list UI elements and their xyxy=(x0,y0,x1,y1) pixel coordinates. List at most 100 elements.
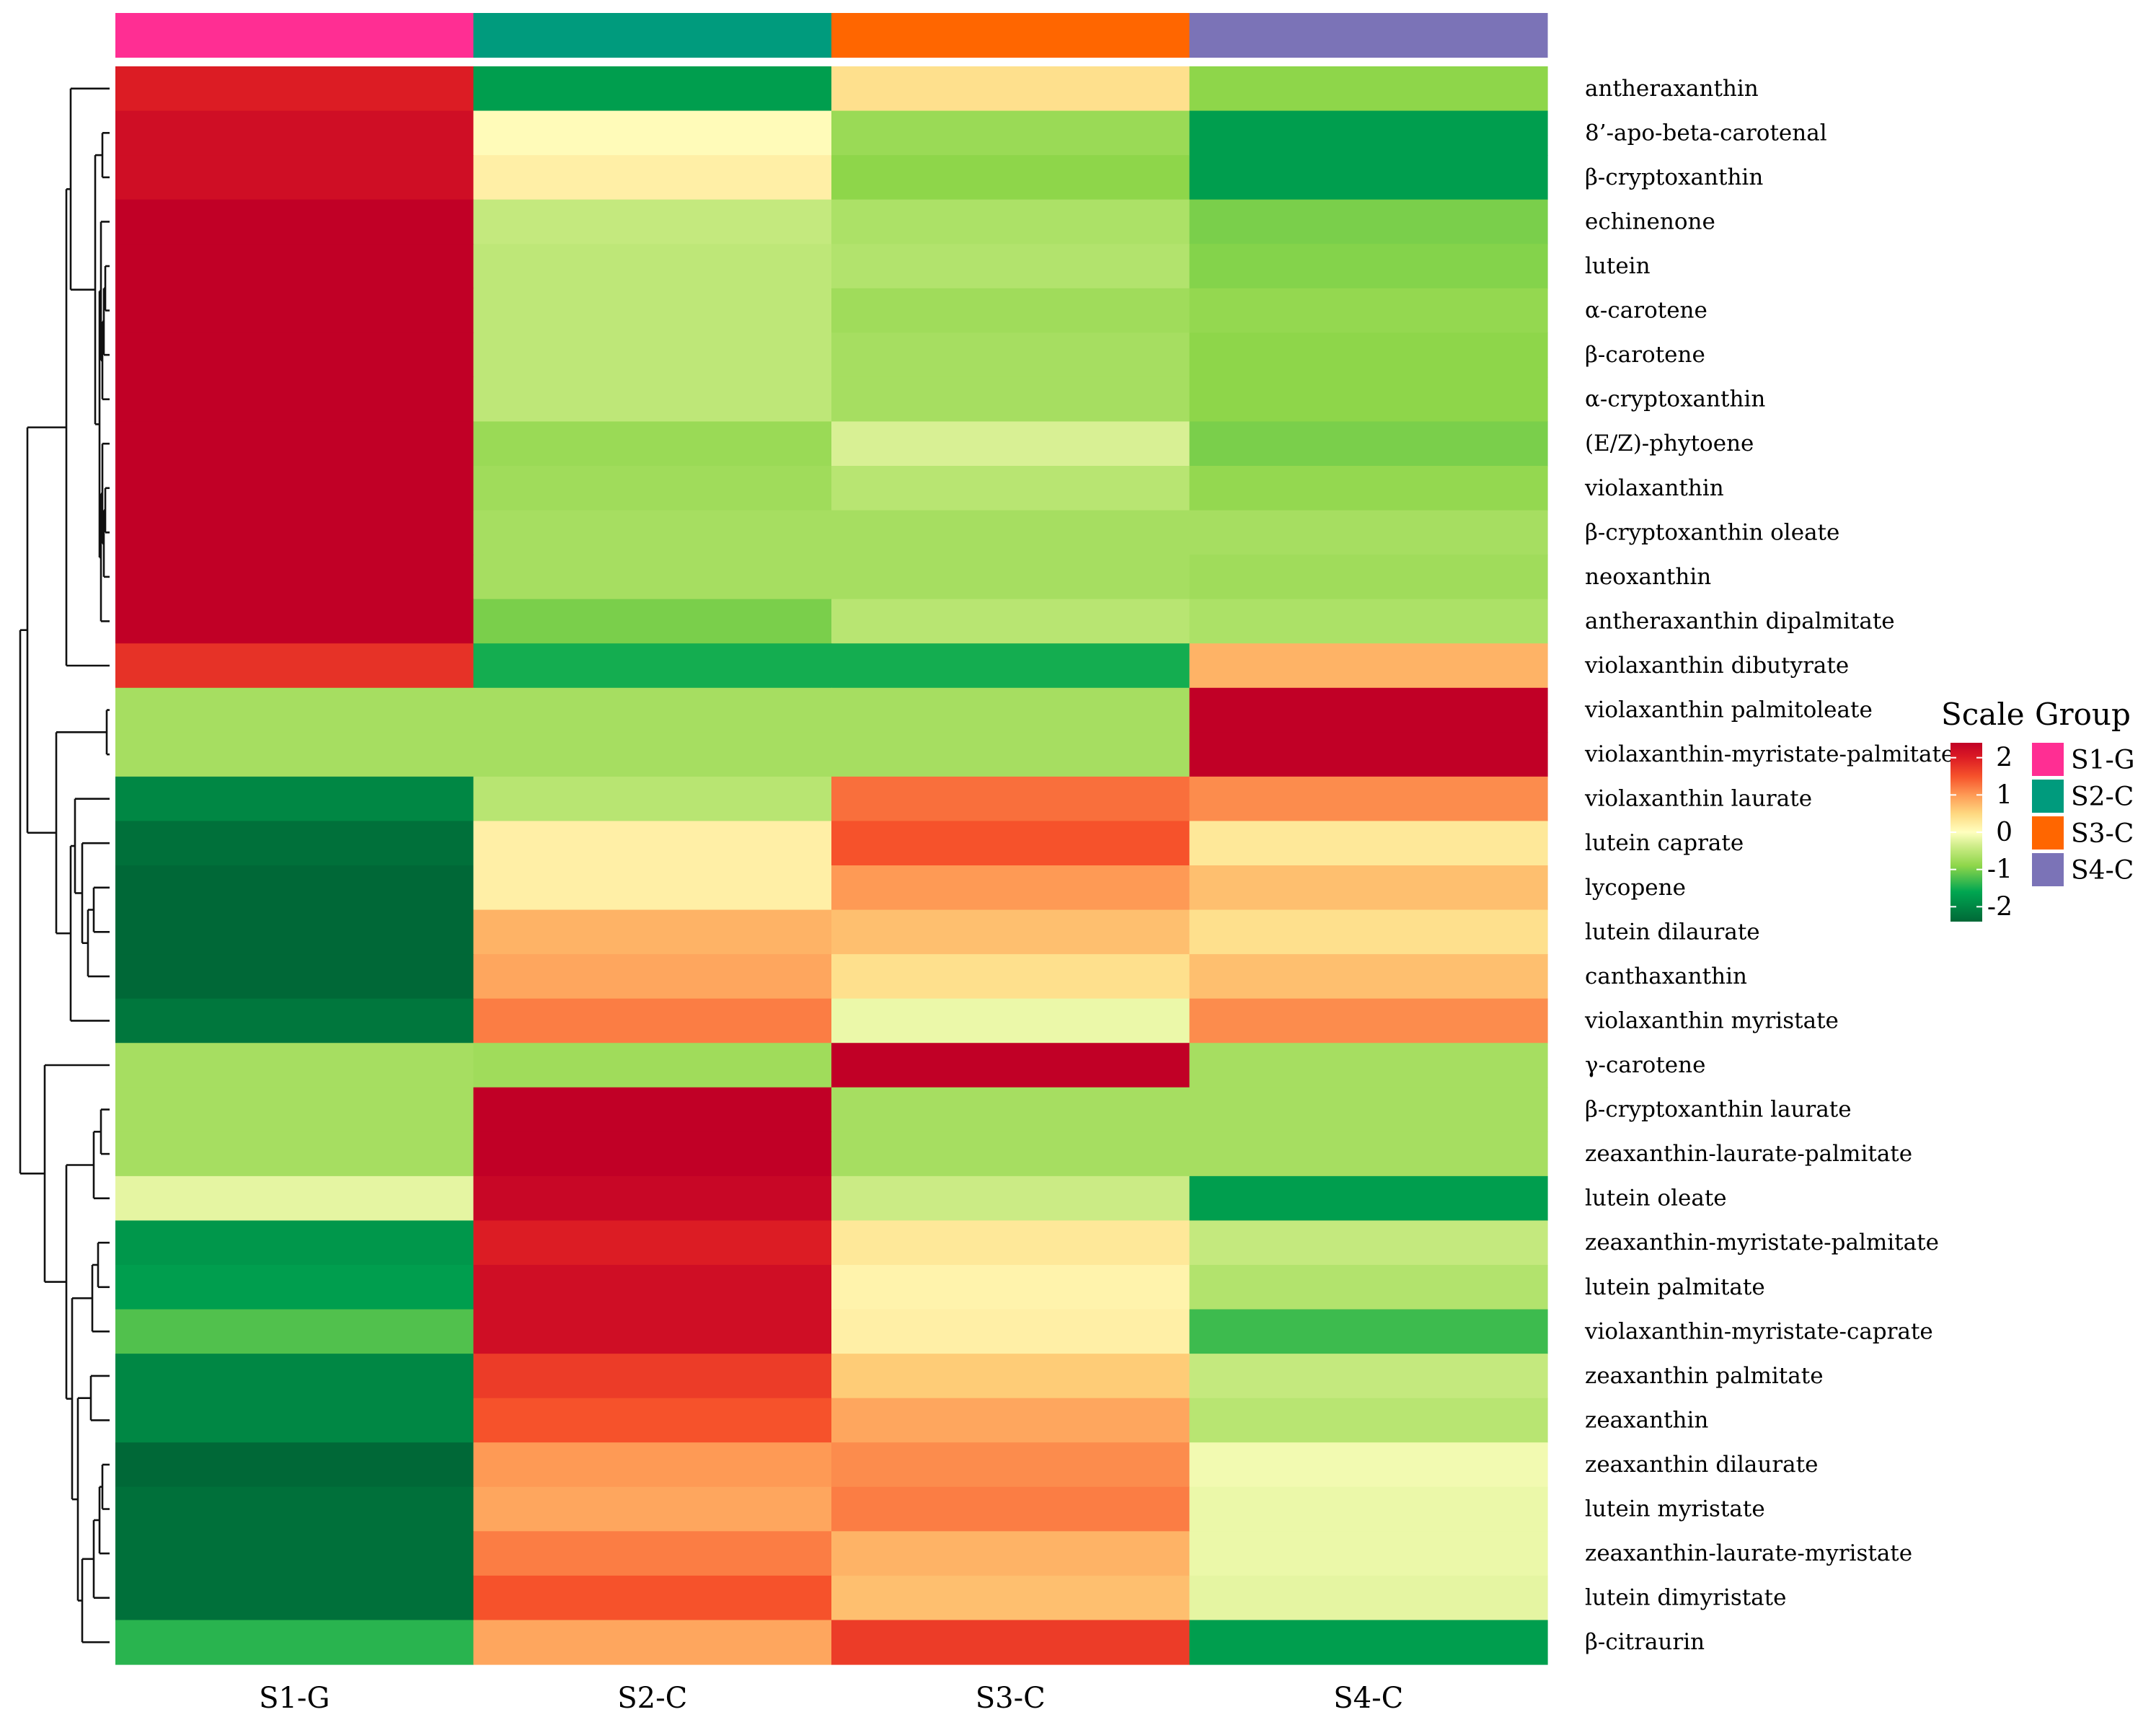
heatmap-cell xyxy=(473,376,832,423)
heatmap-cell xyxy=(115,155,474,200)
heatmap-cell xyxy=(115,776,474,822)
heatmap-cell xyxy=(831,555,1190,600)
row-label: lutein palmitate xyxy=(1585,1274,1765,1300)
heatmap-cell xyxy=(1189,288,1548,333)
row-label: antheraxanthin dipalmitate xyxy=(1585,608,1895,634)
row-label: lutein caprate xyxy=(1585,830,1744,856)
heatmap-cell xyxy=(1189,555,1548,600)
group-legend-swatch xyxy=(2032,743,2064,776)
heatmap-cell xyxy=(115,1220,474,1266)
row-label: violaxanthin xyxy=(1584,475,1724,501)
heatmap-cell xyxy=(473,1309,832,1354)
heatmap-cell xyxy=(1189,643,1548,689)
heatmap-cell xyxy=(1189,376,1548,423)
heatmap-cell xyxy=(831,909,1190,955)
heatmap-cell xyxy=(473,288,832,333)
row-label: zeaxanthin palmitate xyxy=(1585,1363,1824,1389)
heatmap-cell xyxy=(115,421,474,467)
heatmap-cell xyxy=(115,732,474,777)
heatmap-cell xyxy=(473,510,832,555)
heatmap-cell xyxy=(115,555,474,600)
heatmap-cell xyxy=(115,110,474,156)
heatmap-cell xyxy=(831,732,1190,777)
heatmap-cell xyxy=(473,1175,832,1222)
group-bar-s3-c xyxy=(831,13,1190,58)
group-legend-swatch xyxy=(2032,780,2064,813)
heatmap-cell xyxy=(1189,1442,1548,1488)
row-label: violaxanthin-myristate-palmitate xyxy=(1584,741,1954,767)
heatmap-cell xyxy=(1189,199,1548,244)
row-label: lycopene xyxy=(1585,875,1686,901)
group-legend-label: S4-C xyxy=(2071,856,2134,886)
heatmap-cell xyxy=(473,776,832,822)
heatmap-cell xyxy=(1189,821,1548,866)
heatmap-cell xyxy=(831,421,1190,467)
heatmap-cell xyxy=(831,110,1190,156)
heatmap-cell xyxy=(473,1531,832,1576)
heatmap-cell xyxy=(473,821,832,866)
row-label: γ-carotene xyxy=(1585,1052,1705,1078)
heatmap-cell xyxy=(831,687,1190,733)
heatmap-cell xyxy=(115,1620,474,1665)
heatmap-cell xyxy=(831,66,1190,112)
row-label: 8’-apo-beta-carotenal xyxy=(1585,120,1827,146)
group-legend-label: S1-G xyxy=(2071,746,2135,775)
row-label: α-carotene xyxy=(1585,298,1707,324)
heatmap-cell xyxy=(831,1043,1190,1088)
heatmap-cell xyxy=(115,332,474,378)
scale-tick-label: 1 xyxy=(1996,780,2013,810)
row-label: β-cryptoxanthin xyxy=(1585,164,1763,190)
row-label: zeaxanthin-myristate-palmitate xyxy=(1585,1230,1939,1256)
row-label: violaxanthin dibutyrate xyxy=(1584,653,1849,679)
heatmap-cell xyxy=(473,199,832,244)
heatmap-cell xyxy=(115,1043,474,1088)
heatmap-cell xyxy=(831,1220,1190,1266)
heatmap-cell xyxy=(831,865,1190,911)
heatmap-cell xyxy=(831,1620,1190,1665)
row-label: zeaxanthin-laurate-myristate xyxy=(1585,1540,1912,1566)
heatmap-cell xyxy=(115,1175,474,1222)
heatmap-cell xyxy=(115,1486,474,1532)
heatmap-cell xyxy=(473,466,832,511)
heatmap-cell xyxy=(831,1265,1190,1310)
heatmap-cell xyxy=(115,376,474,423)
heatmap-cell xyxy=(1189,244,1548,289)
heatmap-cell xyxy=(115,1575,474,1621)
row-label: canthaxanthin xyxy=(1585,963,1747,989)
heatmap-cell xyxy=(831,1354,1190,1399)
heatmap-cell xyxy=(473,909,832,955)
heatmap-cell xyxy=(115,1531,474,1576)
heatmap-cell xyxy=(831,1442,1190,1488)
heatmap-cell xyxy=(1189,421,1548,467)
group-legend-label: S3-C xyxy=(2071,819,2134,849)
heatmap-cell xyxy=(1189,1087,1548,1132)
group-annotation-bar xyxy=(115,13,1548,58)
heatmap-cell xyxy=(1189,1220,1548,1266)
heatmap-cell xyxy=(473,1398,832,1443)
heatmap-cell xyxy=(115,821,474,866)
heatmap-cell xyxy=(115,909,474,955)
scale-legend-title: Scale xyxy=(1941,697,2025,732)
heatmap-cell xyxy=(1189,732,1548,777)
heatmap-cell xyxy=(831,466,1190,511)
heatmap-cell xyxy=(115,1087,474,1132)
heatmap-cell xyxy=(1189,110,1548,156)
heatmap-cell xyxy=(1189,1531,1548,1576)
heatmap-cell xyxy=(473,1575,832,1621)
heatmap-cell xyxy=(1189,332,1548,378)
heatmap-cell xyxy=(115,865,474,911)
heatmap-cell xyxy=(473,1486,832,1532)
scale-legend: Scale 2 1 0 -1 -2 xyxy=(1941,697,2025,922)
heatmap-cell xyxy=(115,1309,474,1354)
heatmap-cell xyxy=(473,110,832,156)
row-label: β-citraurin xyxy=(1585,1629,1705,1655)
group-legend-label: S2-C xyxy=(2071,782,2134,812)
heatmap-cell xyxy=(473,954,832,1000)
heatmap-cell xyxy=(1189,466,1548,511)
scale-tick-label: -2 xyxy=(1987,892,2013,922)
heatmap-cell xyxy=(831,776,1190,822)
row-label: lutein myristate xyxy=(1585,1496,1765,1522)
heatmap-cell xyxy=(473,1265,832,1310)
row-dendrogram xyxy=(19,87,110,1643)
heatmap-cell xyxy=(1189,599,1548,644)
